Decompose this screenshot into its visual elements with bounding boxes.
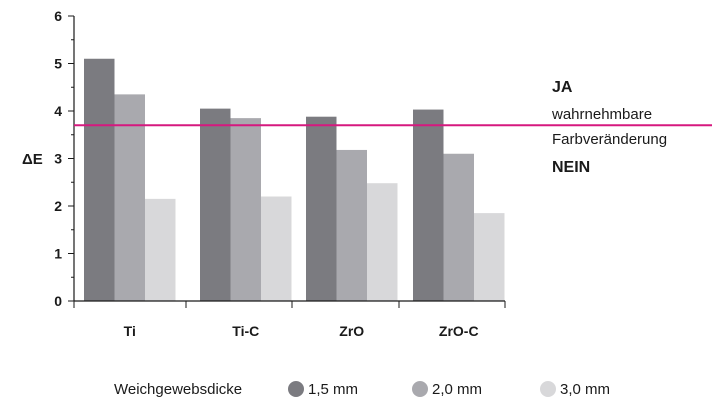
bar <box>443 153 474 301</box>
bars <box>84 58 505 301</box>
bar <box>261 196 292 301</box>
bar <box>230 118 261 301</box>
legend-label: 1,5 mm <box>308 381 358 398</box>
legend-label: 2,0 mm <box>432 381 482 398</box>
x-tick-label: Ti-C <box>232 323 259 339</box>
legend: Weichgewebsdicke 1,5 mm 2,0 mm 3,0 mm <box>114 381 610 398</box>
bar <box>114 94 145 301</box>
x-tick-label: ZrO-C <box>439 323 479 339</box>
bar <box>84 58 115 301</box>
y-tick-label: 4 <box>54 103 62 119</box>
bar <box>413 109 444 301</box>
x-tick-label: Ti <box>124 323 136 339</box>
y-tick-label: 0 <box>54 293 62 309</box>
bar <box>145 198 176 301</box>
bar <box>367 183 398 301</box>
bar <box>336 149 367 301</box>
bar <box>306 116 337 301</box>
legend-label: 3,0 mm <box>560 381 610 398</box>
legend-swatch <box>540 381 556 397</box>
y-axis-ticks: 0 1 2 3 4 5 6 <box>54 8 74 309</box>
y-tick-label: 2 <box>54 198 62 214</box>
annotation-line2: Farbveränderung <box>552 131 667 148</box>
y-tick-label: 6 <box>54 8 62 24</box>
legend-title: Weichgewebsdicke <box>114 381 242 398</box>
annotation-ja: JA <box>552 79 573 96</box>
legend-swatch <box>412 381 428 397</box>
y-tick-label: 5 <box>54 56 62 72</box>
x-tick-label: ZrO <box>339 323 364 339</box>
bar <box>200 108 231 301</box>
legend-swatch <box>288 381 304 397</box>
annotation-nein: NEIN <box>552 159 590 176</box>
bar <box>474 213 505 301</box>
y-tick-label: 1 <box>54 246 62 262</box>
annotation-line1: wahrnehmbare <box>551 106 652 123</box>
y-axis-label: ΔE <box>22 151 43 168</box>
x-axis-ticks: Ti Ti-C ZrO ZrO-C <box>73 301 506 339</box>
y-tick-label: 3 <box>54 151 62 167</box>
